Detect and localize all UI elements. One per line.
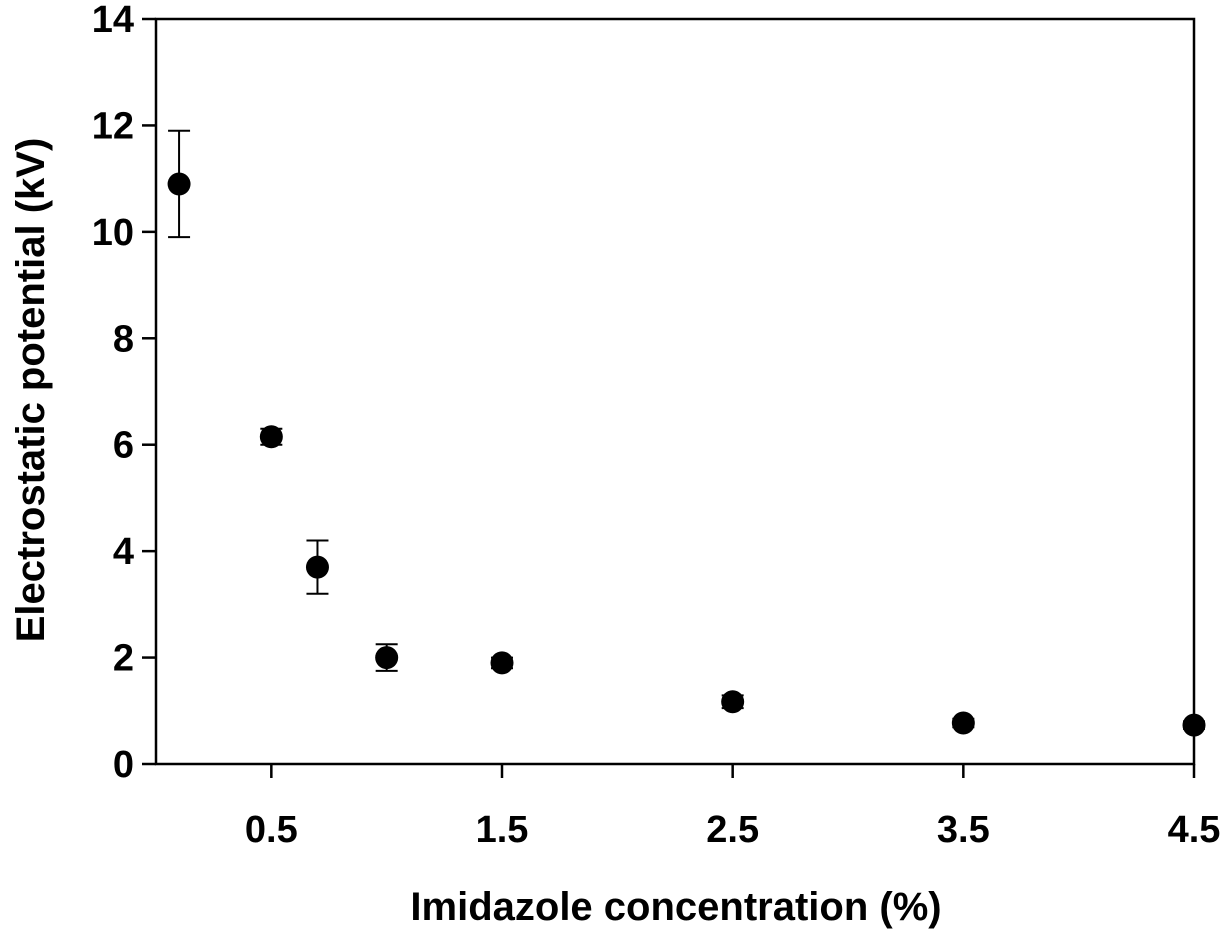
x-tick-label: 3.5 [937,809,990,851]
x-axis-ticks: 0.5 1.5 2.5 3.5 4.5 [245,764,1220,851]
data-point [951,711,975,735]
data-point [1182,713,1206,737]
data-points [167,172,1206,737]
plot-area-border [154,17,1196,766]
y-tick-label: 12 [92,105,134,147]
y-tick-label: 6 [113,425,134,467]
plot-frame [154,17,1196,766]
y-axis-title: Electrostatic potential (kV) [9,138,53,643]
x-tick-label: 0.5 [245,809,298,851]
x-axis-title: Imidazole concentration (%) [410,885,941,929]
y-tick-label: 0 [113,744,134,786]
error-bars [168,129,1205,730]
y-tick-label: 2 [113,638,134,680]
data-point [375,646,399,670]
y-axis-ticks: 0 2 4 6 8 10 12 14 [92,0,156,786]
y-tick-label: 8 [113,318,134,360]
data-point [167,172,191,196]
data-point [721,690,745,714]
x-tick-label: 1.5 [476,809,529,851]
y-tick-label: 4 [113,531,134,573]
data-point [305,555,329,579]
data-point [259,425,283,449]
x-tick-label: 2.5 [706,809,759,851]
y-tick-label: 10 [92,212,134,254]
x-tick-label: 4.5 [1168,809,1221,851]
data-point [490,651,514,675]
y-tick-label: 14 [92,0,134,41]
